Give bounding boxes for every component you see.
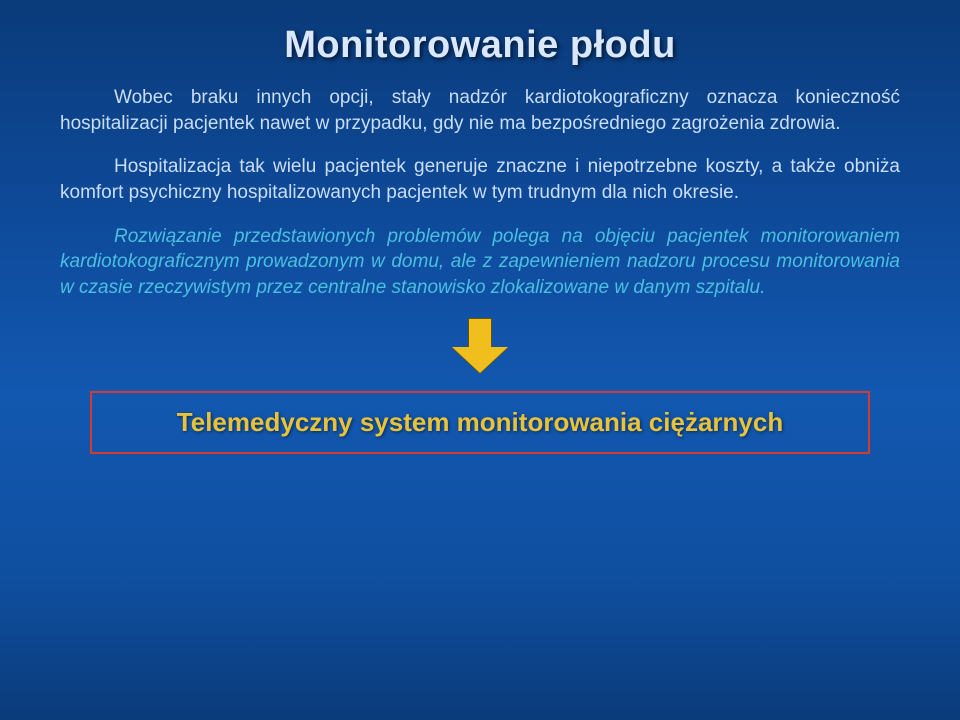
- down-arrow-icon: [452, 318, 508, 374]
- paragraph-2: Hospitalizacja tak wielu pacjentek gener…: [60, 154, 900, 205]
- paragraph-1: Wobec braku innych opcji, stały nadzór k…: [60, 85, 900, 136]
- paragraph-3-text: Rozwiązanie przedstawionych problemów po…: [60, 226, 900, 298]
- slide-title: Monitorowanie płodu: [60, 24, 900, 67]
- arrow-container: [60, 318, 900, 379]
- callout-text: Telemedyczny system monitorowania ciężar…: [112, 407, 848, 438]
- callout-box: Telemedyczny system monitorowania ciężar…: [90, 391, 870, 454]
- paragraph-1-text: Wobec braku innych opcji, stały nadzór k…: [60, 87, 900, 134]
- paragraph-3: Rozwiązanie przedstawionych problemów po…: [60, 224, 900, 301]
- paragraph-2-text: Hospitalizacja tak wielu pacjentek gener…: [60, 156, 900, 203]
